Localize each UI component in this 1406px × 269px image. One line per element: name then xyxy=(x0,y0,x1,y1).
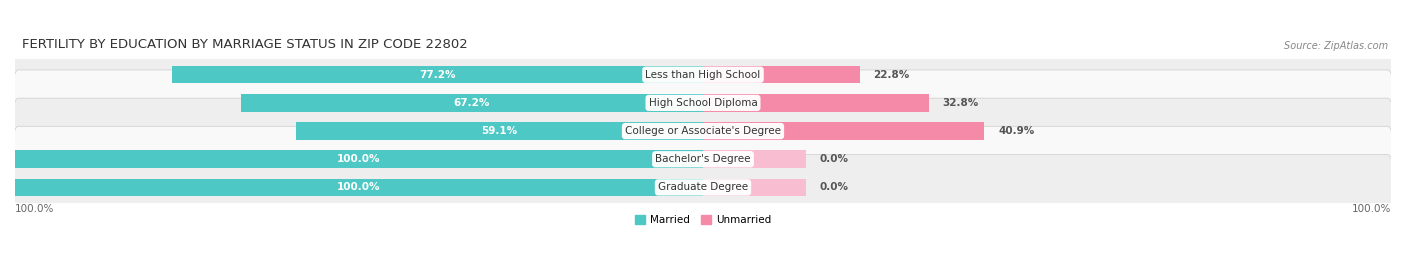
Text: College or Associate's Degree: College or Associate's Degree xyxy=(626,126,780,136)
Text: 77.2%: 77.2% xyxy=(419,70,456,80)
FancyBboxPatch shape xyxy=(13,70,1393,136)
Text: Bachelor's Degree: Bachelor's Degree xyxy=(655,154,751,164)
Text: 40.9%: 40.9% xyxy=(998,126,1035,136)
Bar xyxy=(703,150,806,168)
Bar xyxy=(703,122,984,140)
Text: FERTILITY BY EDUCATION BY MARRIAGE STATUS IN ZIP CODE 22802: FERTILITY BY EDUCATION BY MARRIAGE STATU… xyxy=(22,38,468,51)
Text: 22.8%: 22.8% xyxy=(873,70,910,80)
Bar xyxy=(15,150,703,168)
Legend: Married, Unmarried: Married, Unmarried xyxy=(630,211,776,229)
Bar xyxy=(703,66,860,83)
Bar xyxy=(703,179,806,196)
FancyBboxPatch shape xyxy=(13,98,1393,164)
Bar xyxy=(172,66,703,83)
Text: 100.0%: 100.0% xyxy=(1351,204,1391,214)
Text: 32.8%: 32.8% xyxy=(942,98,979,108)
Text: Graduate Degree: Graduate Degree xyxy=(658,182,748,192)
Text: Source: ZipAtlas.com: Source: ZipAtlas.com xyxy=(1284,41,1388,51)
FancyBboxPatch shape xyxy=(13,126,1393,192)
Bar xyxy=(297,122,703,140)
FancyBboxPatch shape xyxy=(13,154,1393,220)
Text: High School Diploma: High School Diploma xyxy=(648,98,758,108)
Text: 67.2%: 67.2% xyxy=(454,98,491,108)
Text: Less than High School: Less than High School xyxy=(645,70,761,80)
Text: 59.1%: 59.1% xyxy=(482,126,517,136)
Bar xyxy=(240,94,703,112)
Text: 100.0%: 100.0% xyxy=(337,182,381,192)
Bar xyxy=(15,179,703,196)
Text: 0.0%: 0.0% xyxy=(820,154,849,164)
Text: 100.0%: 100.0% xyxy=(15,204,55,214)
Text: 100.0%: 100.0% xyxy=(337,154,381,164)
FancyBboxPatch shape xyxy=(13,42,1393,108)
Bar xyxy=(703,94,929,112)
Text: 0.0%: 0.0% xyxy=(820,182,849,192)
